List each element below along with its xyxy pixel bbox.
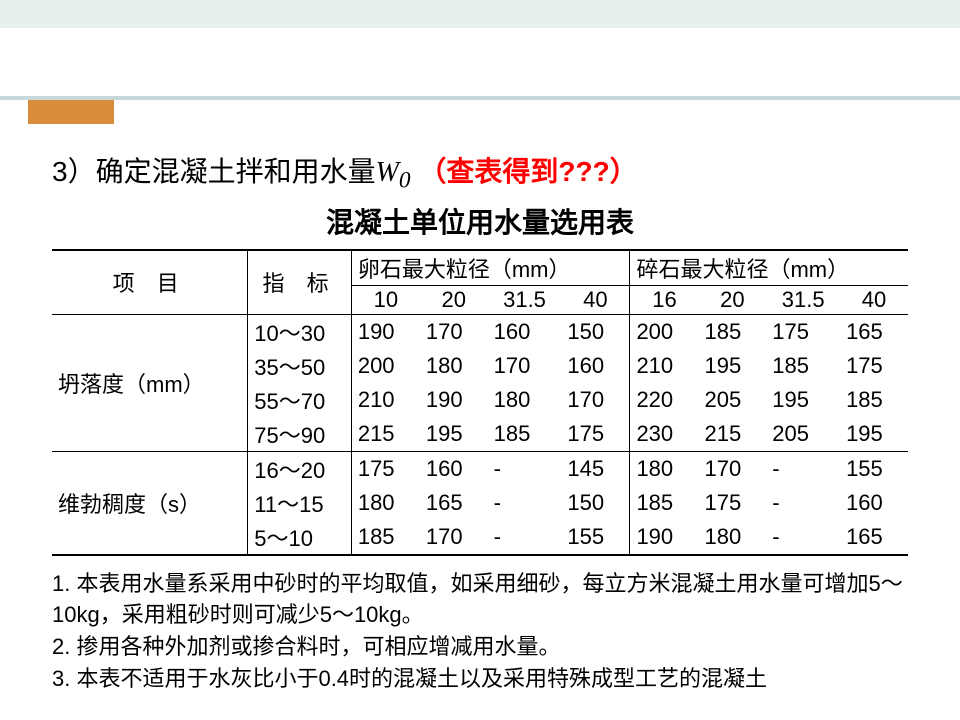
heading-var: W: [376, 157, 399, 188]
data-cell: 230: [630, 417, 699, 452]
data-cell: 160: [488, 314, 562, 349]
data-cell: -: [766, 451, 840, 486]
indicator-cell: 5～10: [248, 520, 352, 555]
data-cell: 190: [351, 314, 420, 349]
th-group2: 碎石最大粒径（mm）: [630, 250, 908, 286]
note-1: 1. 本表用水量系采用中砂时的平均取值，如采用细砂，每立方米混凝土用水量可增加5…: [52, 568, 908, 632]
heading-red: （查表得到???）: [418, 156, 637, 187]
heading: 3）确定混凝土拌和用水量W0 （查表得到???）: [52, 150, 908, 195]
data-cell: 165: [420, 486, 488, 520]
data-cell: 175: [561, 417, 630, 452]
heading-num: 3）: [52, 156, 96, 187]
data-cell: 160: [420, 451, 488, 486]
data-cell: 175: [840, 349, 908, 383]
data-cell: 160: [561, 349, 630, 383]
data-cell: 165: [840, 314, 908, 349]
subtitle: 混凝土单位用水量选用表: [52, 201, 908, 241]
g2-c0: 16: [630, 285, 699, 314]
heading-text: 确定混凝土拌和用水量: [96, 156, 376, 187]
data-cell: 155: [840, 451, 908, 486]
data-cell: 175: [698, 486, 766, 520]
th-indicator: 指 标: [248, 250, 352, 315]
data-cell: 175: [351, 451, 420, 486]
data-cell: 200: [351, 349, 420, 383]
data-cell: 170: [420, 520, 488, 555]
data-cell: 195: [420, 417, 488, 452]
data-cell: 205: [698, 383, 766, 417]
indicator-cell: 55～70: [248, 383, 352, 417]
data-cell: 215: [698, 417, 766, 452]
indicator-cell: 11～15: [248, 486, 352, 520]
row-label: 维勃稠度（s）: [52, 451, 248, 555]
data-cell: 155: [561, 520, 630, 555]
g2-c2: 31.5: [766, 285, 840, 314]
data-cell: 195: [698, 349, 766, 383]
g1-c0: 10: [351, 285, 420, 314]
data-cell: 150: [561, 486, 630, 520]
g1-c1: 20: [420, 285, 488, 314]
data-cell: 210: [351, 383, 420, 417]
data-cell: -: [488, 451, 562, 486]
data-cell: 185: [766, 349, 840, 383]
row-label: 坍落度（mm）: [52, 314, 248, 451]
data-cell: 180: [488, 383, 562, 417]
note-2: 2. 掺用各种外加剂或掺合料时，可相应增减用水量。: [52, 631, 908, 663]
data-cell: 190: [420, 383, 488, 417]
water-table: 项 目 指 标 卵石最大粒径（mm） 碎石最大粒径（mm） 10 20 31.5…: [52, 249, 908, 556]
indicator-cell: 10～30: [248, 314, 352, 349]
indicator-cell: 35～50: [248, 349, 352, 383]
data-cell: -: [488, 486, 562, 520]
note-3: 3. 本表不适用于水灰比小于0.4时的混凝土以及采用特殊成型工艺的混凝土: [52, 663, 908, 695]
data-cell: 215: [351, 417, 420, 452]
g1-c2: 31.5: [488, 285, 562, 314]
data-cell: 185: [698, 314, 766, 349]
data-cell: -: [488, 520, 562, 555]
top-bar: [0, 0, 960, 28]
notes: 1. 本表用水量系采用中砂时的平均取值，如采用细砂，每立方米混凝土用水量可增加5…: [52, 568, 908, 696]
indicator-cell: 75～90: [248, 417, 352, 452]
th-item: 项 目: [52, 250, 248, 315]
th-group1: 卵石最大粒径（mm）: [351, 250, 630, 286]
indicator-cell: 16～20: [248, 451, 352, 486]
heading-sub: 0: [399, 168, 411, 194]
data-cell: 165: [840, 520, 908, 555]
data-cell: 180: [630, 451, 699, 486]
data-cell: 150: [561, 314, 630, 349]
data-cell: 175: [766, 314, 840, 349]
data-cell: 185: [488, 417, 562, 452]
data-cell: 145: [561, 451, 630, 486]
g2-c1: 20: [698, 285, 766, 314]
data-cell: 205: [766, 417, 840, 452]
data-cell: 185: [840, 383, 908, 417]
data-cell: 200: [630, 314, 699, 349]
data-cell: 210: [630, 349, 699, 383]
accent-block: [28, 100, 114, 124]
data-cell: 160: [840, 486, 908, 520]
data-cell: -: [766, 520, 840, 555]
data-cell: 170: [561, 383, 630, 417]
data-cell: -: [766, 486, 840, 520]
data-cell: 170: [698, 451, 766, 486]
content: 3）确定混凝土拌和用水量W0 （查表得到???） 混凝土单位用水量选用表 项 目…: [52, 150, 908, 695]
data-cell: 220: [630, 383, 699, 417]
data-cell: 195: [766, 383, 840, 417]
g1-c3: 40: [561, 285, 630, 314]
data-cell: 180: [420, 349, 488, 383]
data-cell: 185: [351, 520, 420, 555]
data-cell: 195: [840, 417, 908, 452]
data-cell: 185: [630, 486, 699, 520]
data-cell: 180: [351, 486, 420, 520]
top-stripe: [0, 96, 960, 124]
data-cell: 180: [698, 520, 766, 555]
g2-c3: 40: [840, 285, 908, 314]
data-cell: 190: [630, 520, 699, 555]
data-cell: 170: [488, 349, 562, 383]
data-cell: 170: [420, 314, 488, 349]
